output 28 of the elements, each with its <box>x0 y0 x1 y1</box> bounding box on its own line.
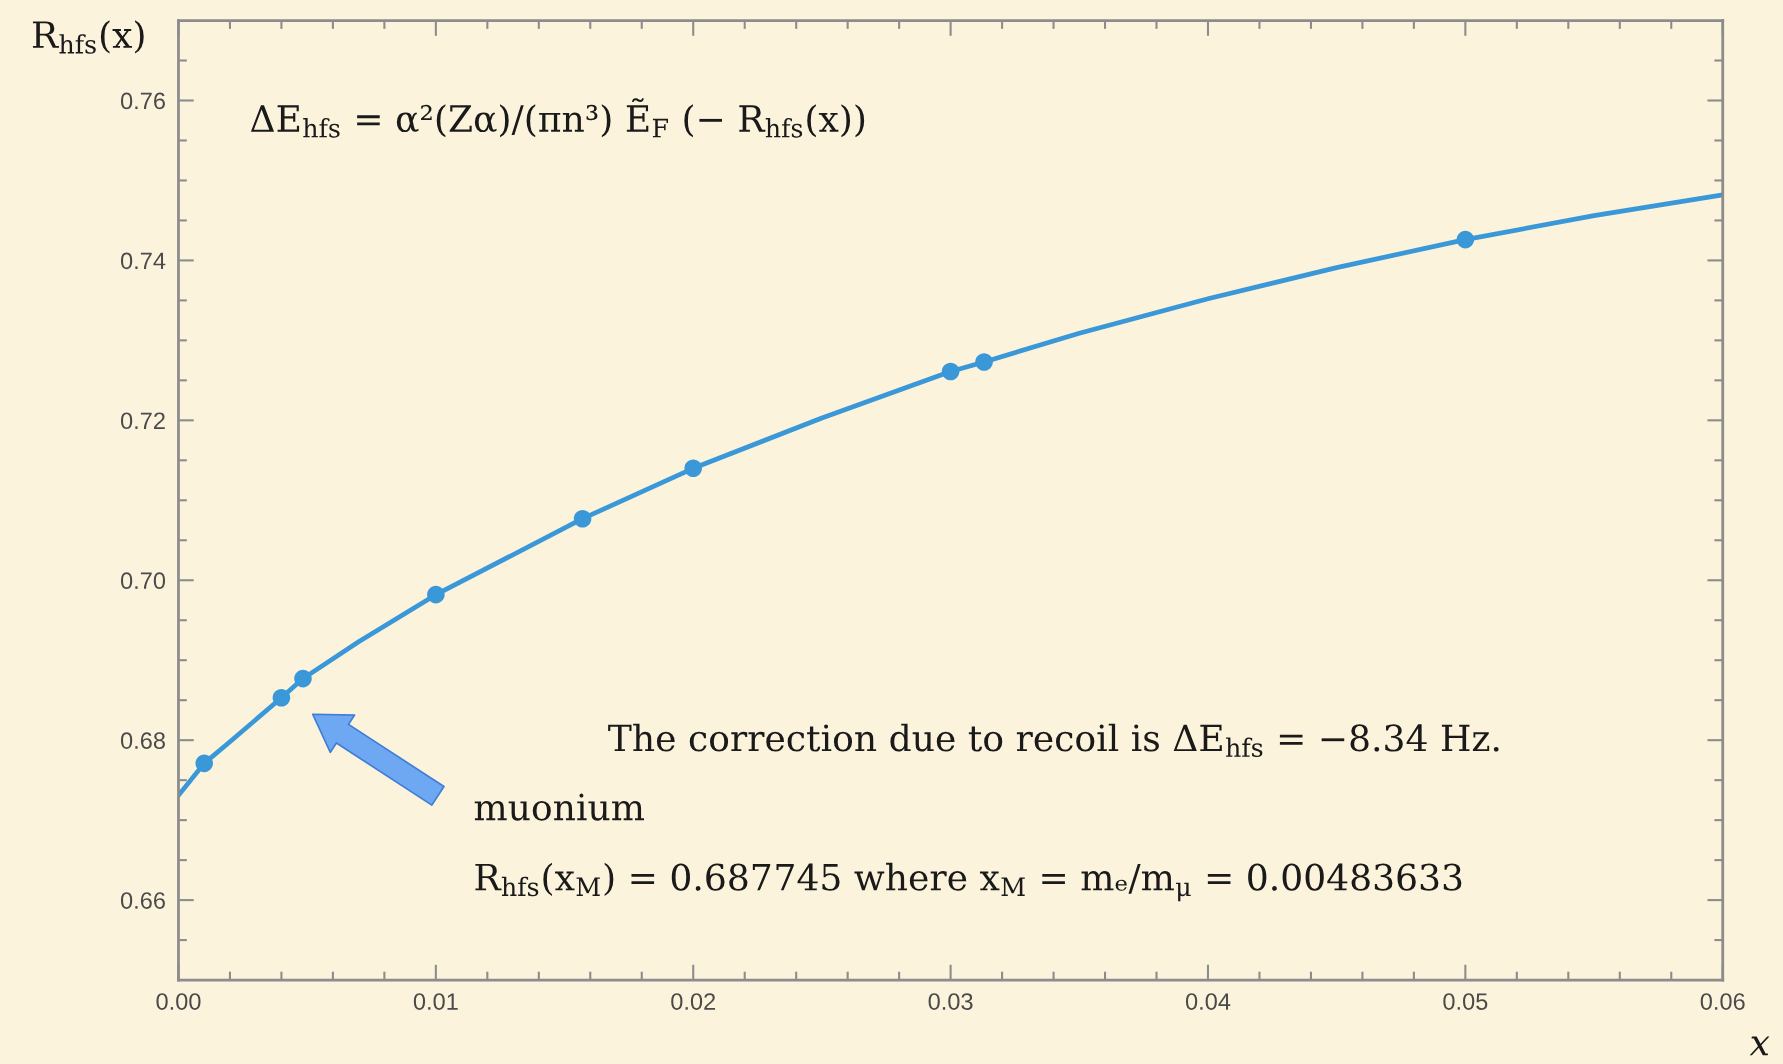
y-tick-label: 0.74 <box>120 252 166 270</box>
point <box>195 754 213 773</box>
annotation: ΔE$_{hfs}$ = α²(Zα)/(πn³) Ẽ$_{F}$ (− R$_{hfs}$(x)) <box>250 98 865 138</box>
y-tick-label: 0.68 <box>120 732 165 749</box>
x-tick-label: 0.05 <box>1443 993 1488 1010</box>
x-tick-label: 0.03 <box>928 993 973 1010</box>
y-axis-title: R$_{hfs}$(x) <box>32 20 144 54</box>
annotation: The correction due to recoil is ΔE$_{hfs}$ = −8.34 Hz. <box>608 723 1499 758</box>
point <box>427 585 445 604</box>
x-tick-label: 0.00 <box>156 993 201 1010</box>
point <box>684 459 703 478</box>
x-tick-label: 0.01 <box>413 993 458 1010</box>
x-axis-title: x <box>1749 1036 1770 1056</box>
point <box>294 669 312 688</box>
point <box>272 689 291 707</box>
y-tick-label: 0.66 <box>120 892 165 909</box>
point <box>941 362 960 381</box>
x-tick-label: 0.02 <box>671 993 716 1010</box>
y-tick-label: 0.72 <box>120 412 165 430</box>
point <box>975 353 993 371</box>
x-tick-label: 0.04 <box>1185 993 1231 1010</box>
x-tick-label: 0.06 <box>1700 993 1745 1010</box>
point <box>573 509 592 528</box>
y-tick-label: 0.70 <box>120 572 166 590</box>
annotation: muonium <box>474 793 644 821</box>
text: R$_{hfs}$(x$_{M}$) = 0.687745 where x$_{M}$ = mₑ/m$_{μ}$ = 0.00483633 <box>475 862 1462 902</box>
point <box>1456 230 1475 249</box>
y-tick-label: 0.76 <box>120 92 165 110</box>
